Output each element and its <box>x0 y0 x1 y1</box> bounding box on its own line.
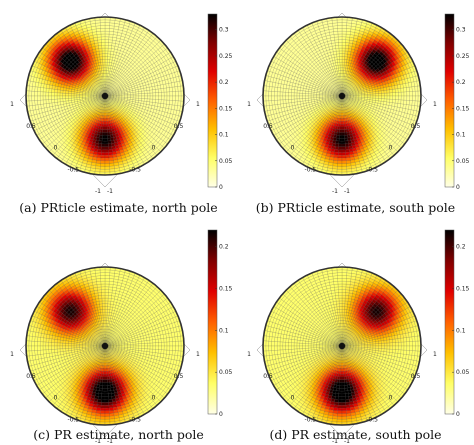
axis-tick-label: -0.5 <box>68 166 80 173</box>
caption: (a) PRticle estimate, north pole <box>19 200 218 215</box>
axis-tick-label: 0.5 <box>26 373 36 380</box>
colorbar-tick-label: 0.05 <box>219 369 233 376</box>
axis-tick-label: 1 <box>10 351 14 358</box>
colorbar <box>444 13 455 188</box>
colorbar-tick-label: 0.15 <box>456 105 470 112</box>
axis-tick-label: -0.5 <box>366 416 378 423</box>
axis-tick-label: -1 <box>332 438 338 445</box>
colorbar-tick-label: 0 <box>456 184 460 191</box>
axis-tick-label: 0 <box>389 145 393 152</box>
panel-b: 1 0.5 0 -0.5 -1 -1 -0.5 0 0.5 1 0 0.05 0.1 0.15 0.2 0.2… <box>237 0 474 222</box>
colorbar <box>444 229 455 415</box>
polar-plot: 1 0.5 0 -0.5 -1 -1 -0.5 0 0.5 1 0 0.05 0.1 0.15 0.2 <box>10 229 233 445</box>
panel-d: 1 0.5 0 -0.5 -1 -1 -0.5 0 0.5 1 0 0.05 0.1 0.15 0.2 (d… <box>237 222 474 445</box>
axis-tick-label: 0 <box>152 395 156 402</box>
colorbar-tick-label: 0.05 <box>456 369 470 376</box>
caption: (b) PRticle estimate, south pole <box>255 200 456 215</box>
colorbar-tick-label: 0 <box>219 184 223 191</box>
sphere-rim <box>25 266 185 426</box>
axis-tick-label: 1 <box>433 101 437 108</box>
axis-tick-label: 0.5 <box>411 373 421 380</box>
axis-tick-label: 0.5 <box>411 123 421 130</box>
axis-tick-label: -1 <box>95 188 101 195</box>
sphere-surface <box>25 266 185 426</box>
axis-tick-label: -1 <box>107 188 113 195</box>
colorbar-tick-label: 0.25 <box>456 53 470 60</box>
axis-tick-label: -0.5 <box>366 166 378 173</box>
colorbar-tick-label: 0 <box>456 411 460 418</box>
axis-tick-label: -0.5 <box>305 416 317 423</box>
colorbar-tick-label: 0.1 <box>219 327 229 334</box>
axis-tick-label: 1 <box>196 101 200 108</box>
colorbar <box>207 229 218 415</box>
axis-tick-label: 0 <box>291 145 295 152</box>
pole-marker <box>338 342 346 350</box>
polar-plot: 1 0.5 0 -0.5 -1 -1 -0.5 0 0.5 1 0 0.05 0.1 0.15 0.2 <box>247 229 470 445</box>
colorbar-tick-label: 0.15 <box>456 286 470 293</box>
colorbar <box>207 13 218 188</box>
axis-tick-label: 0.5 <box>263 373 273 380</box>
axis-tick-label: -1 <box>107 438 113 445</box>
axis-tick-label: 0.5 <box>263 123 273 130</box>
sphere-surface <box>25 16 185 176</box>
caption: (d) PR estimate, south pole <box>269 427 442 442</box>
axis-tick-label: 0 <box>291 395 295 402</box>
colorbar-tick-label: 0.2 <box>219 79 229 86</box>
axis-tick-label: 1 <box>196 351 200 358</box>
polar-plot: 1 0.5 0 -0.5 -1 -1 -0.5 0 0.5 1 0 0.05 0.1 0.15 0.2 0.2… <box>247 12 470 195</box>
axis-tick-label: 0.5 <box>174 123 184 130</box>
axis-tick-label: 0 <box>389 395 393 402</box>
colorbar-tick-label: 0.05 <box>219 158 233 165</box>
axis-tick-label: -1 <box>344 438 350 445</box>
colorbar-tick-label: 0.1 <box>219 132 229 139</box>
axis-tick-label: -1 <box>95 438 101 445</box>
axis-tick-label: 0 <box>152 145 156 152</box>
colorbar-tick-label: 0.2 <box>456 244 466 251</box>
colorbar-tick-label: 0.2 <box>456 79 466 86</box>
axis-tick-label: 0.5 <box>174 373 184 380</box>
colorbar-tick-label: 0.3 <box>219 27 229 34</box>
polar-plot: 1 0.5 0 -0.5 -1 -1 -0.5 0 0.5 1 0 0.05 0.1 0.15 0.2 0.2… <box>10 12 233 195</box>
colorbar-tick-label: 0.3 <box>456 27 466 34</box>
panel-a: 1 0.5 0 -0.5 -1 -1 -0.5 0 0.5 1 0 0.05 0.1 0.15 0.2 0.2… <box>0 0 237 222</box>
sphere-rim <box>262 16 422 176</box>
colorbar-tick-label: 0.25 <box>219 53 233 60</box>
colorbar-tick-label: 0.15 <box>219 105 233 112</box>
axis-tick-label: -0.5 <box>68 416 80 423</box>
colorbar-tick-label: 0.2 <box>219 244 229 251</box>
axis-tick-label: -1 <box>332 188 338 195</box>
axis-tick-label: 1 <box>433 351 437 358</box>
axis-tick-label: 0.5 <box>26 123 36 130</box>
sphere-rim <box>262 266 422 426</box>
axis-tick-label: 1 <box>247 351 251 358</box>
colorbar-tick-label: 0.05 <box>456 158 470 165</box>
sphere-rim <box>25 16 185 176</box>
pole-marker <box>101 342 109 350</box>
colorbar-tick-label: 0.1 <box>456 132 466 139</box>
pole-marker <box>101 92 109 100</box>
axis-tick-label: -1 <box>344 188 350 195</box>
pole-marker <box>338 92 346 100</box>
sphere-surface <box>262 266 422 426</box>
axis-tick-label: -0.5 <box>305 166 317 173</box>
caption: (c) PR estimate, north pole <box>33 427 204 442</box>
colorbar-tick-label: 0.1 <box>456 327 466 334</box>
axis-tick-label: 0 <box>54 145 58 152</box>
axis-tick-label: 1 <box>10 101 14 108</box>
axis-tick-label: -0.5 <box>129 166 141 173</box>
axis-tick-label: 1 <box>247 101 251 108</box>
colorbar-tick-label: 0.15 <box>219 286 233 293</box>
colorbar-tick-label: 0 <box>219 411 223 418</box>
axis-tick-label: 0 <box>54 395 58 402</box>
panel-c: 1 0.5 0 -0.5 -1 -1 -0.5 0 0.5 1 0 0.05 0.1 0.15 0.2 (c… <box>0 222 237 445</box>
axis-tick-label: -0.5 <box>129 416 141 423</box>
